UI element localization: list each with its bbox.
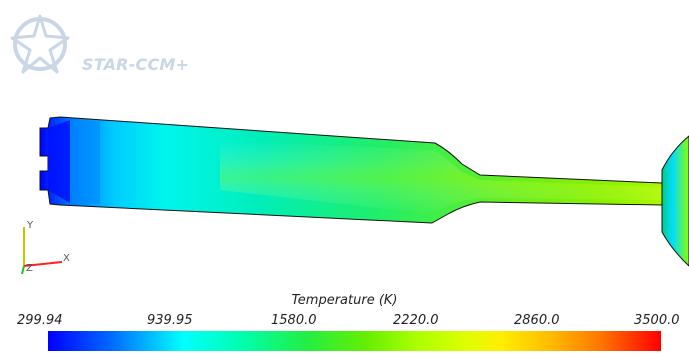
colorbar-tick-label: 1580.0 bbox=[271, 313, 317, 328]
star-logo-icon bbox=[10, 14, 70, 74]
colorbar-tick-label: 3500.0 bbox=[634, 313, 680, 328]
z-axis-line bbox=[21, 265, 25, 275]
colorbar-tick-label: 2860.0 bbox=[514, 313, 560, 328]
x-axis-line bbox=[23, 261, 63, 267]
z-axis-label: Z bbox=[26, 263, 33, 274]
colorbar-title: Temperature (K) bbox=[291, 293, 398, 308]
y-axis-label: Y bbox=[27, 220, 34, 231]
colorbar-tick-label: 939.95 bbox=[147, 313, 193, 328]
star-ccm-logo: STAR-CCM+ bbox=[10, 10, 200, 82]
inlet-mid-band bbox=[70, 120, 100, 204]
hot-core-region bbox=[220, 140, 662, 214]
inlet-cold-band bbox=[48, 120, 70, 203]
temperature-colorbar bbox=[48, 331, 661, 351]
axis-triad bbox=[21, 227, 63, 275]
colorbar-tick-label: 299.94 bbox=[17, 313, 63, 328]
exit-region bbox=[661, 135, 689, 267]
colorbar-tick-label: 2220.0 bbox=[393, 313, 439, 328]
x-axis-label: X bbox=[63, 253, 70, 264]
logo-text: STAR-CCM+ bbox=[82, 55, 190, 74]
